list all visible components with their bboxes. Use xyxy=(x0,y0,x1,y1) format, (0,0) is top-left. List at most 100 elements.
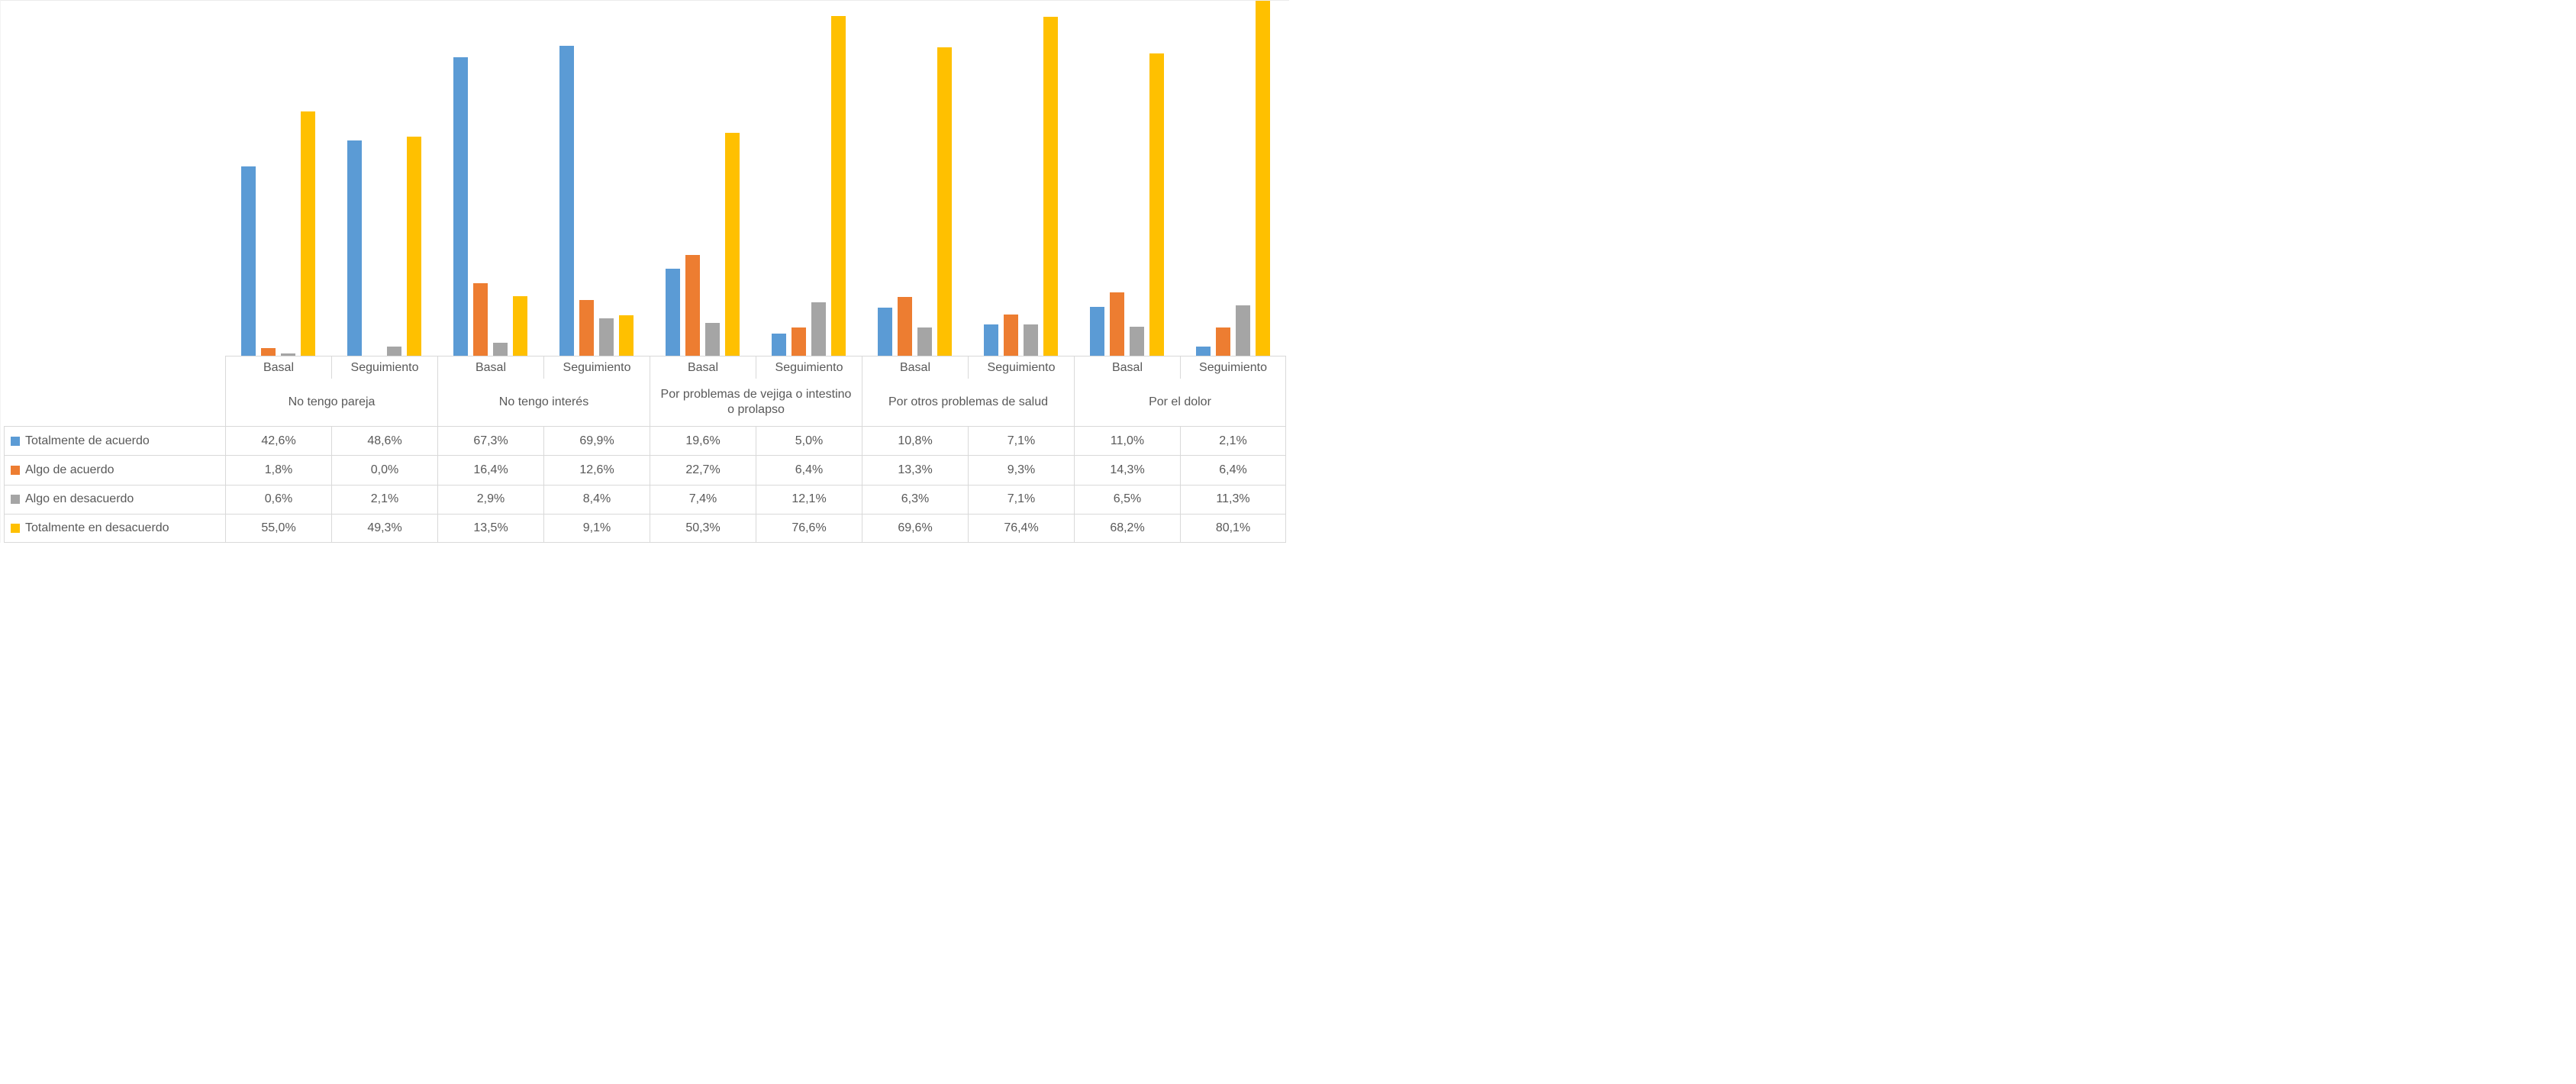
value-cell: 6,5% xyxy=(1074,484,1180,514)
bar-series2-col1 xyxy=(386,346,402,356)
value-cell: 12,1% xyxy=(756,484,862,514)
value-cell: 1,8% xyxy=(225,455,331,485)
plot-column-seguimiento-3 xyxy=(968,1,1074,356)
value-cell: 76,6% xyxy=(756,513,862,543)
bar-series1-col7 xyxy=(1003,314,1019,356)
bar-series0-col9 xyxy=(1195,346,1211,356)
bar-series0-col6 xyxy=(877,308,893,356)
bar-series1-col4 xyxy=(685,255,701,356)
bar-series1-col3 xyxy=(579,299,595,356)
value-cell: 2,9% xyxy=(437,484,543,514)
bar-series0-col5 xyxy=(771,333,787,356)
bar-series1-col5 xyxy=(791,327,807,356)
bar-series0-col8 xyxy=(1089,307,1105,356)
column-header-cell: Seguimiento xyxy=(968,356,1074,379)
column-header-cell: Seguimiento xyxy=(543,356,650,379)
value-cell: 19,6% xyxy=(650,426,756,456)
bar-series1-col8 xyxy=(1109,292,1125,356)
data-table: Basal Seguimiento Basal Seguimiento Basal Seg… xyxy=(4,356,1286,543)
value-cell: 7,4% xyxy=(650,484,756,514)
legend-swatch xyxy=(11,465,20,475)
value-cell: 8,4% xyxy=(543,484,650,514)
value-cell: 6,4% xyxy=(1180,455,1286,485)
value-cell: 2,1% xyxy=(1180,426,1286,456)
column-header-cell: Basal xyxy=(437,356,543,379)
value-cell: 9,1% xyxy=(543,513,650,543)
value-cell: 13,3% xyxy=(862,455,968,485)
value-cell: 6,4% xyxy=(756,455,862,485)
legend-swatch xyxy=(11,523,20,533)
value-cell: 69,9% xyxy=(543,426,650,456)
value-cell: 50,3% xyxy=(650,513,756,543)
plot-column-seguimiento-1 xyxy=(543,1,650,356)
bar-series2-col6 xyxy=(917,327,933,356)
value-cell: 2,1% xyxy=(331,484,437,514)
group-header-cell: Por el dolor xyxy=(1074,379,1286,426)
value-cell: 12,6% xyxy=(543,455,650,485)
value-cell: 7,1% xyxy=(968,484,1074,514)
bar-series2-col8 xyxy=(1129,327,1145,356)
value-cell: 7,1% xyxy=(968,426,1074,456)
bar-chart-with-data-table: Basal Seguimiento Basal Seguimiento Basal Seg… xyxy=(0,0,1289,543)
plot-column-seguimiento-0 xyxy=(331,1,437,356)
value-cell: 0,0% xyxy=(331,455,437,485)
bar-series2-col7 xyxy=(1023,324,1039,356)
value-cell: 10,8% xyxy=(862,426,968,456)
bar-series0-col4 xyxy=(665,269,681,356)
plot-column-seguimiento-4 xyxy=(1180,1,1286,356)
value-cell: 48,6% xyxy=(331,426,437,456)
value-cell: 11,0% xyxy=(1074,426,1180,456)
bar-series3-col6 xyxy=(937,47,953,356)
bar-series2-col0 xyxy=(280,353,296,356)
bar-series0-col2 xyxy=(453,56,469,356)
bar-series0-col7 xyxy=(983,324,999,356)
bar-series1-col0 xyxy=(260,347,276,356)
legend-row-label: Totalmente en desacuerdo xyxy=(4,513,225,543)
bar-series0-col0 xyxy=(240,166,256,356)
bar-series3-col3 xyxy=(618,315,634,356)
bar-series2-col9 xyxy=(1235,305,1251,356)
legend-label: Algo en desacuerdo xyxy=(25,492,134,506)
bar-series1-col2 xyxy=(472,282,488,356)
legend-label: Algo de acuerdo xyxy=(25,463,114,477)
bar-series3-col9 xyxy=(1255,1,1271,356)
legend-swatch xyxy=(11,495,20,505)
bar-series2-col4 xyxy=(704,323,721,356)
value-cell: 14,3% xyxy=(1074,455,1180,485)
group-header-cell: Por problemas de vejiga o intestino o pr… xyxy=(650,379,862,426)
bar-series3-col0 xyxy=(300,111,316,356)
column-header-cell: Basal xyxy=(650,356,756,379)
group-header-cell: No tengo interés xyxy=(437,379,650,426)
bar-series2-col2 xyxy=(492,343,508,356)
column-header-cell: Seguimiento xyxy=(331,356,437,379)
value-cell: 13,5% xyxy=(437,513,543,543)
legend-row-label: Algo de acuerdo xyxy=(4,455,225,485)
plot-column-basal-1 xyxy=(437,1,543,356)
legend-row-label: Totalmente de acuerdo xyxy=(4,426,225,456)
bar-series3-col7 xyxy=(1043,16,1059,356)
value-cell: 68,2% xyxy=(1074,513,1180,543)
plot-column-basal-2 xyxy=(650,1,756,356)
value-cell: 0,6% xyxy=(225,484,331,514)
bar-series1-col6 xyxy=(897,296,913,356)
bar-series1-col9 xyxy=(1215,327,1231,356)
column-header-cell: Basal xyxy=(1074,356,1180,379)
value-cell: 9,3% xyxy=(968,455,1074,485)
plot-column-basal-4 xyxy=(1074,1,1180,356)
value-cell: 22,7% xyxy=(650,455,756,485)
bar-series0-col3 xyxy=(559,45,575,356)
bar-series3-col4 xyxy=(724,132,740,356)
legend-label: Totalmente en desacuerdo xyxy=(25,521,169,535)
bar-series3-col2 xyxy=(512,295,528,356)
value-cell: 76,4% xyxy=(968,513,1074,543)
value-cell: 6,3% xyxy=(862,484,968,514)
group-header-cell: No tengo pareja xyxy=(225,379,437,426)
column-header-cell: Basal xyxy=(225,356,331,379)
value-cell: 67,3% xyxy=(437,426,543,456)
value-cell: 49,3% xyxy=(331,513,437,543)
value-cell: 55,0% xyxy=(225,513,331,543)
legend-label: Totalmente de acuerdo xyxy=(25,434,150,447)
bar-series2-col3 xyxy=(598,318,614,356)
value-cell: 69,6% xyxy=(862,513,968,543)
column-header-cell: Seguimiento xyxy=(756,356,862,379)
